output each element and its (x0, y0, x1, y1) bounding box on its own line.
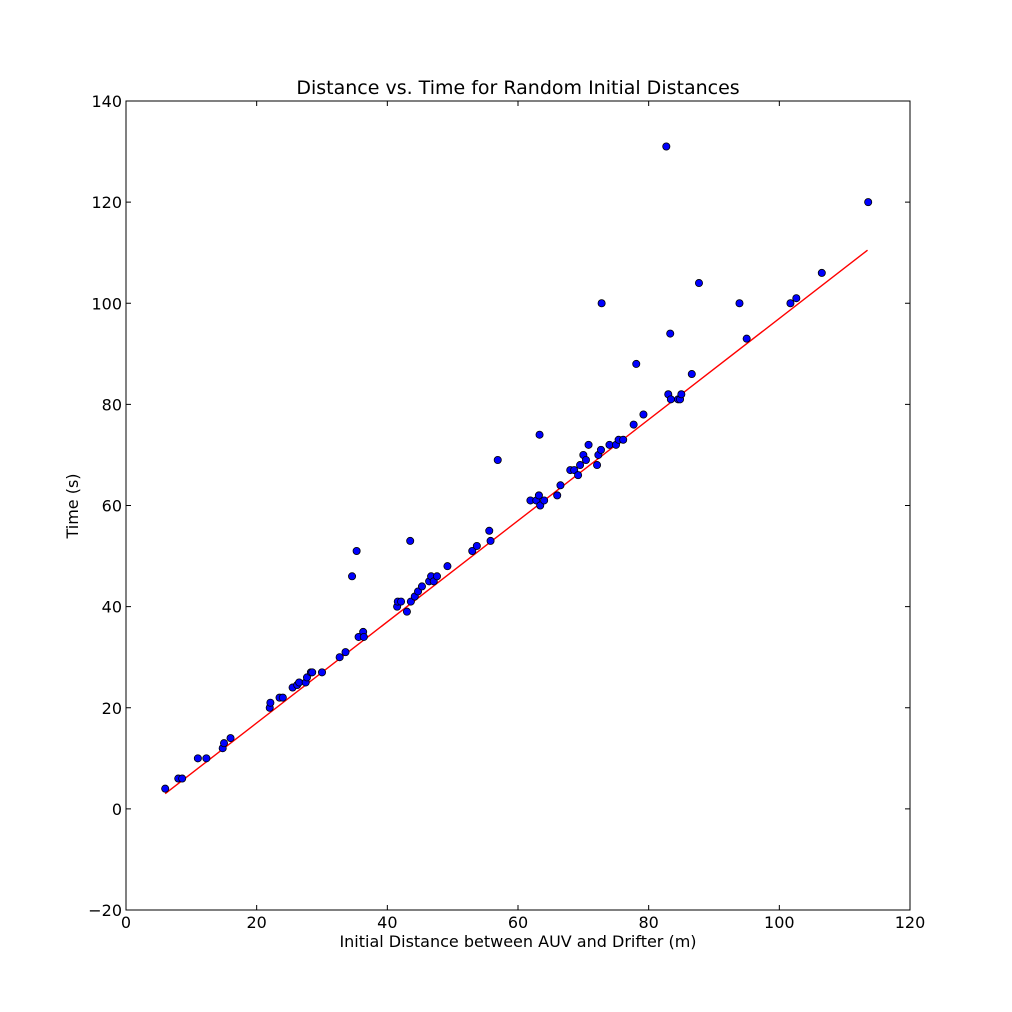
data-point (226, 734, 235, 743)
x-tick-label: 80 (638, 913, 658, 932)
data-point (359, 632, 368, 641)
data-point (662, 142, 671, 151)
data-point (485, 526, 494, 535)
data-point (581, 455, 590, 464)
data-point (417, 582, 426, 591)
y-tick-label: 40 (102, 598, 122, 617)
data-point (864, 198, 873, 207)
data-point (406, 536, 415, 545)
data-point (792, 294, 801, 303)
data-point (639, 410, 648, 419)
data-point (553, 491, 562, 500)
data-point (193, 754, 202, 763)
data-point (472, 541, 481, 550)
data-point (219, 739, 228, 748)
data-point (817, 268, 826, 277)
x-tick-label: 40 (377, 913, 397, 932)
x-tick-label: 0 (121, 913, 131, 932)
y-axis-title: Time (s) (63, 473, 82, 539)
data-point (486, 536, 495, 545)
data-point (666, 329, 675, 338)
data-point (593, 461, 602, 470)
fit-line (164, 249, 868, 795)
data-point (397, 597, 406, 606)
fit-line-layer (164, 249, 868, 795)
x-tick-label: 100 (764, 913, 795, 932)
x-tick-label: 120 (895, 913, 926, 932)
data-point (317, 668, 326, 677)
x-tick-label: 60 (508, 913, 528, 932)
y-tick-label: 140 (91, 92, 122, 111)
data-point (742, 334, 751, 343)
data-point (605, 440, 614, 449)
y-tick-label: 80 (102, 395, 122, 414)
data-point (576, 461, 585, 470)
data-point (632, 359, 641, 368)
data-point (468, 547, 477, 556)
data-point (735, 299, 744, 308)
data-point (535, 430, 544, 439)
data-point (295, 678, 304, 687)
data-point (786, 299, 795, 308)
data-point (443, 562, 452, 571)
data-point (402, 607, 411, 616)
data-point (556, 481, 565, 490)
data-point (694, 279, 703, 288)
data-point (596, 445, 605, 454)
data-point (677, 390, 686, 399)
data-point (202, 754, 211, 763)
data-point (341, 648, 350, 657)
data-point (161, 784, 170, 793)
data-point (493, 455, 502, 464)
data-point (335, 653, 344, 662)
plot-frame (125, 100, 911, 911)
y-tick-label: 60 (102, 497, 122, 516)
data-point (687, 370, 696, 379)
data-point (597, 299, 606, 308)
points-layer (161, 142, 873, 793)
chart-title: Distance vs. Time for Random Initial Dis… (296, 77, 739, 99)
y-tick-label: 120 (91, 193, 122, 212)
data-point (629, 420, 638, 429)
data-point (619, 435, 628, 444)
data-point (278, 693, 287, 702)
data-point (432, 572, 441, 581)
data-point (666, 395, 675, 404)
data-point (352, 547, 361, 556)
x-axis-title: Initial Distance between AUV and Drifter… (339, 932, 696, 951)
data-point (534, 491, 543, 500)
y-tick-label: 20 (102, 699, 122, 718)
y-tick-label: −20 (88, 901, 122, 920)
data-point (348, 572, 357, 581)
data-point (178, 774, 187, 783)
plot-area (126, 101, 910, 910)
y-tick-label: 100 (91, 294, 122, 313)
data-point (308, 668, 317, 677)
x-tick-label: 20 (246, 913, 266, 932)
data-point (266, 698, 275, 707)
data-point (584, 440, 593, 449)
y-tick-label: 0 (112, 800, 122, 819)
data-point (574, 471, 583, 480)
data-point (540, 496, 549, 505)
